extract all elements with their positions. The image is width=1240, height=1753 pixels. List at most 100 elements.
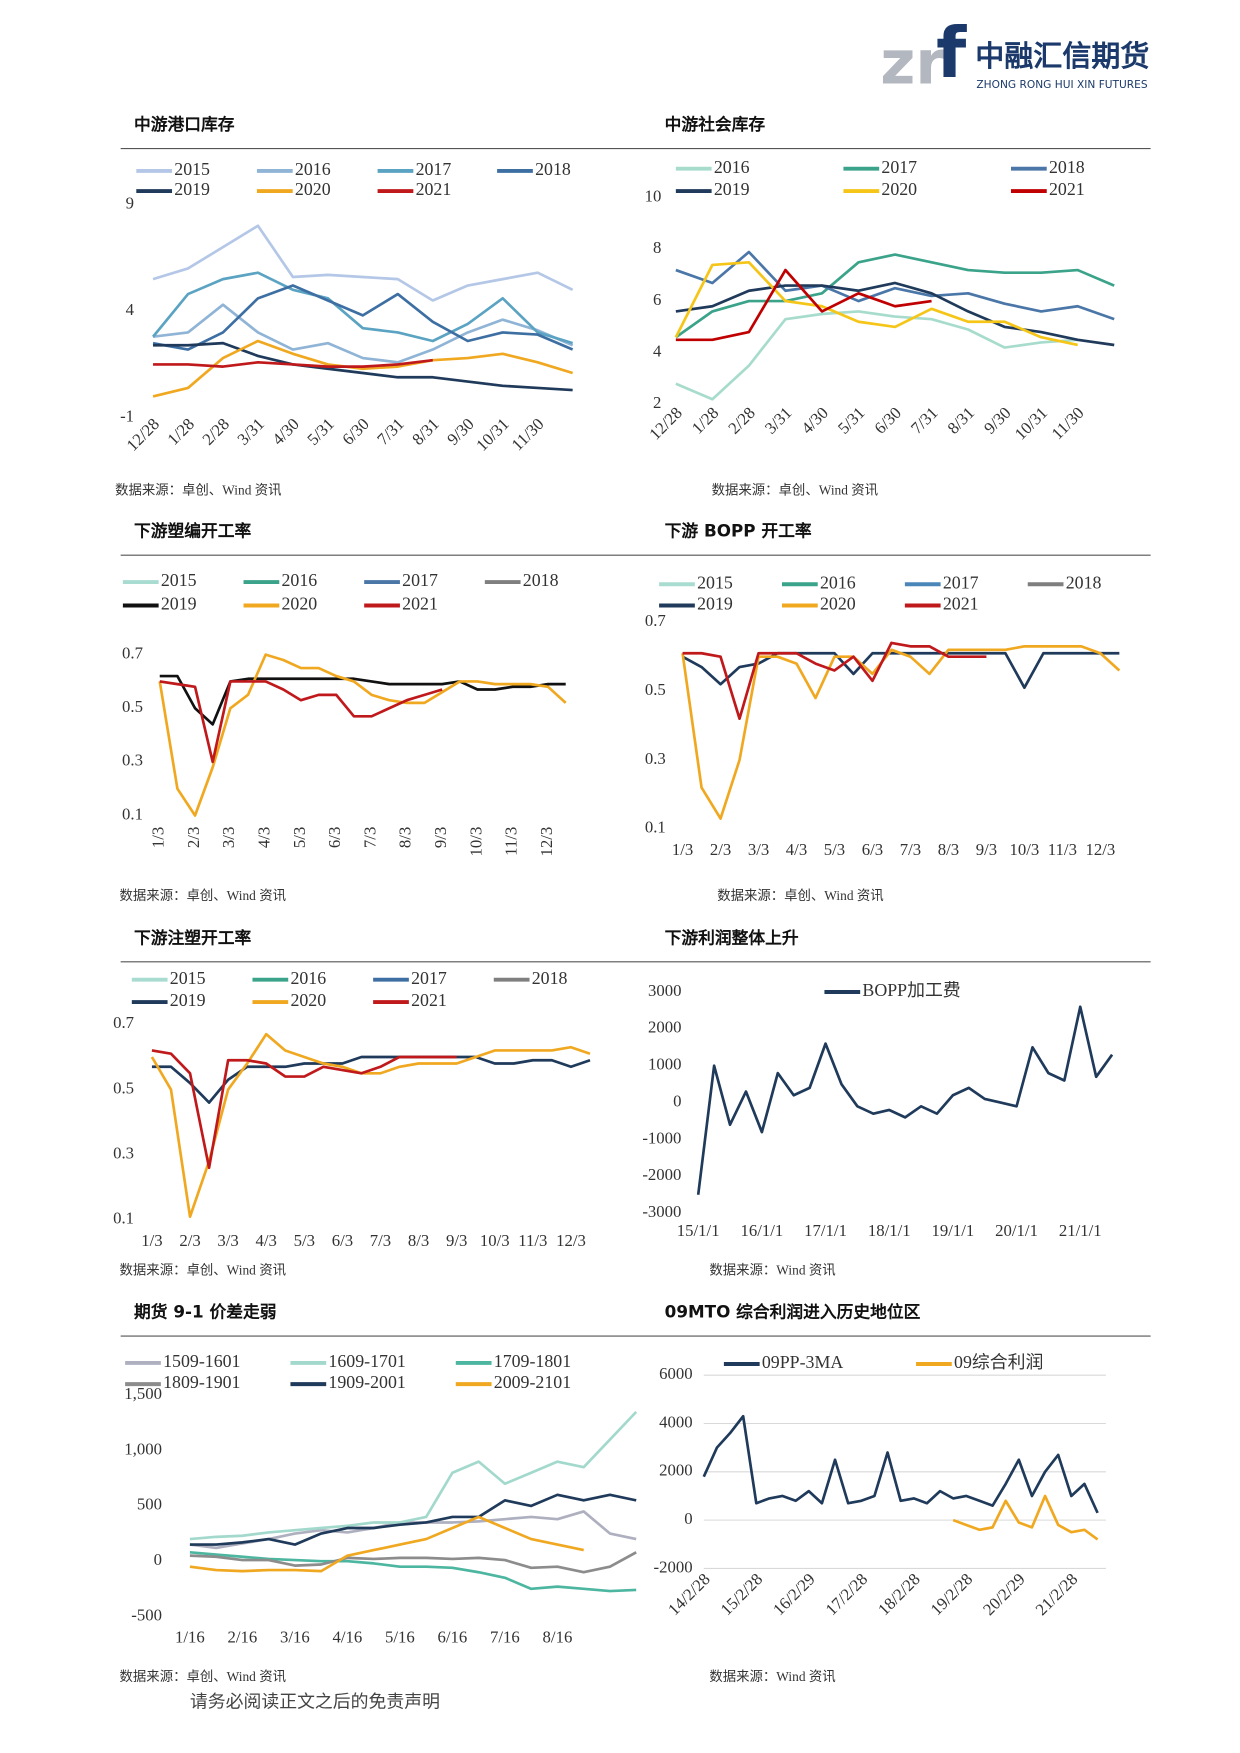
- legend-label: 09综合利润: [954, 1352, 1043, 1372]
- x-tick-label: 21/1/1: [1059, 1221, 1102, 1240]
- series-line: [152, 224, 574, 302]
- x-tick-label: 20/2/29: [979, 1569, 1029, 1619]
- legend-label: 2021: [416, 179, 452, 199]
- y-tick-label: 2: [653, 393, 661, 412]
- source-note: 数据来源：卓创、Wind 资讯: [120, 1669, 286, 1684]
- x-tick-label: 11/3: [1048, 840, 1077, 859]
- x-tick-label: 18/1/1: [868, 1221, 911, 1240]
- legend-label: 2018: [523, 570, 559, 590]
- x-tick-label: 2/3: [184, 827, 203, 848]
- y-tick-label: 2000: [648, 1018, 682, 1037]
- y-tick-label: 500: [137, 1495, 162, 1514]
- x-tick-label: 9/30: [980, 403, 1014, 437]
- y-tick-label: -1: [120, 407, 134, 426]
- legend-label: 1709-1801: [494, 1351, 571, 1371]
- x-tick-label: 12/3: [537, 827, 556, 857]
- series-line: [152, 303, 574, 364]
- legend-label: 2016: [290, 968, 326, 988]
- series-line: [158, 653, 567, 817]
- y-tick-label: 8: [653, 238, 661, 257]
- x-tick-label: 5/31: [834, 403, 868, 437]
- legend-label: 2018: [1049, 157, 1085, 177]
- x-tick-label: 2/28: [198, 414, 232, 448]
- x-tick-label: 10/3: [466, 827, 485, 857]
- legend-label: 2017: [881, 157, 917, 177]
- x-tick-label: 10/31: [1011, 403, 1051, 443]
- series-line: [675, 253, 1115, 339]
- legend-label: 2019: [697, 594, 733, 614]
- y-tick-label: 10: [645, 187, 662, 206]
- x-tick-label: 5/3: [824, 840, 845, 859]
- x-tick-label: 8/31: [408, 414, 442, 448]
- legend-label: 2019: [170, 990, 206, 1010]
- series-line: [151, 1055, 591, 1104]
- legend-label: 2016: [282, 570, 318, 590]
- legend-label: 2009-2101: [494, 1372, 571, 1392]
- x-tick-label: 4/30: [797, 403, 831, 437]
- x-tick-label: 21/2/28: [1032, 1569, 1082, 1619]
- y-tick-label: 0.5: [122, 697, 143, 716]
- series-line: [150, 1032, 591, 1218]
- series-line: [159, 674, 566, 726]
- logo-mark: f: [936, 14, 967, 94]
- x-tick-label: 17/1/1: [804, 1221, 847, 1240]
- legend-label: 2017: [943, 572, 979, 592]
- y-tick-label: 2000: [659, 1461, 693, 1480]
- x-tick-label: 6/3: [862, 840, 883, 859]
- y-tick-label: -500: [131, 1605, 162, 1624]
- x-tick-label: 8/3: [938, 840, 959, 859]
- x-tick-label: 1/3: [672, 840, 693, 859]
- x-tick-label: 7/31: [907, 403, 941, 437]
- section-title: 中游社会库存: [665, 114, 766, 134]
- legend-label: 2020: [820, 594, 856, 614]
- section-title: 下游注塑开工率: [134, 927, 252, 947]
- y-tick-label: 0.5: [645, 680, 666, 699]
- x-tick-label: 3/16: [280, 1628, 310, 1647]
- x-tick-label: 9/3: [976, 840, 997, 859]
- x-tick-label: 4/30: [268, 414, 302, 448]
- x-tick-label: 2/3: [179, 1231, 200, 1250]
- x-tick-label: 3/31: [233, 414, 267, 448]
- series-line: [189, 1493, 637, 1546]
- x-tick-label: 1/28: [164, 414, 198, 448]
- y-tick-label: 0.3: [122, 751, 143, 770]
- legend-label: 2021: [1049, 179, 1085, 199]
- x-tick-label: 10/3: [1010, 840, 1040, 859]
- section-title: 下游利润整体上升: [665, 927, 799, 947]
- series-line: [189, 1551, 637, 1574]
- series-line: [952, 1494, 1099, 1541]
- x-tick-label: 3/3: [219, 827, 238, 848]
- logo-mark: zr: [880, 29, 945, 99]
- x-tick-label: 6/3: [332, 1231, 353, 1250]
- legend-label: 1609-1701: [328, 1351, 405, 1371]
- legend-label: BOPP加工费: [862, 980, 960, 1000]
- company-name: 中融汇信期货: [975, 39, 1149, 73]
- legend-label: 2015: [697, 572, 733, 592]
- x-tick-label: 7/3: [360, 827, 379, 848]
- y-tick-label: 0.7: [645, 611, 666, 630]
- x-tick-label: 6/3: [325, 827, 344, 848]
- legend-label: 2019: [174, 179, 210, 199]
- disclaimer: 请务必阅读正文之后的免责声明: [190, 1692, 440, 1712]
- section-title: 期货 9-1 价差走弱: [134, 1302, 276, 1322]
- legend-label: 2016: [820, 572, 856, 592]
- legend-label: 2018: [1066, 572, 1102, 592]
- x-tick-label: 5/31: [303, 414, 337, 448]
- x-tick-label: 4/3: [254, 827, 273, 848]
- legend-label: 2015: [170, 968, 206, 988]
- section-title: 09MTO 综合利润进入历史地位区: [665, 1302, 921, 1322]
- series-line: [152, 284, 574, 351]
- y-tick-label: 1,000: [124, 1439, 162, 1458]
- series-line: [682, 641, 987, 721]
- y-tick-label: 0.7: [122, 643, 143, 662]
- x-tick-label: 5/16: [385, 1628, 415, 1647]
- legend-label: 2015: [174, 159, 210, 179]
- x-tick-label: 15/1/1: [677, 1221, 720, 1240]
- section-title: 中游港口库存: [134, 114, 235, 134]
- y-tick-label: 0.5: [113, 1078, 134, 1097]
- series-line: [675, 281, 1115, 347]
- legend-label: 2021: [411, 990, 447, 1010]
- x-tick-label: 8/3: [408, 1231, 429, 1250]
- legend-label: 2016: [295, 159, 331, 179]
